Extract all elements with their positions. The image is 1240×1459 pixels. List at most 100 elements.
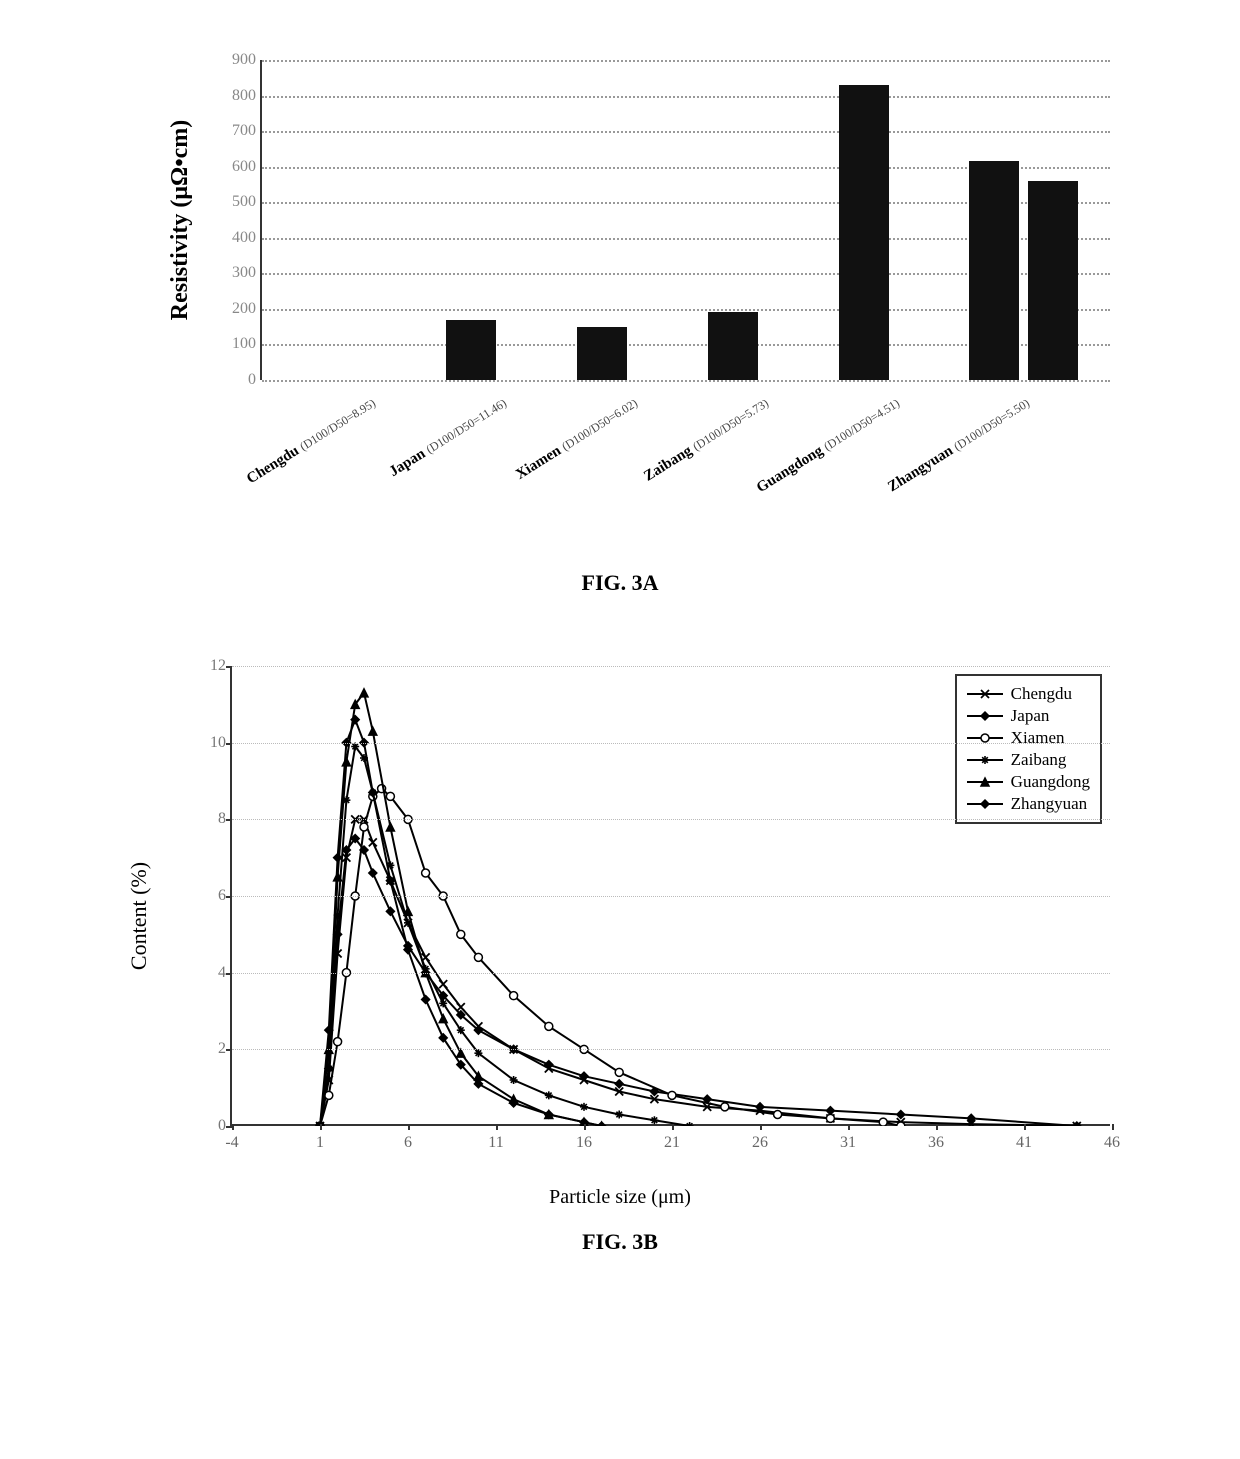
legend-row-xiamen: Xiamen — [967, 728, 1090, 748]
series-marker-guangdong — [342, 758, 350, 766]
bar-ytick: 800 — [214, 87, 256, 105]
series-marker-zaibang — [615, 1111, 623, 1119]
line-xtick: 36 — [928, 1134, 944, 1152]
bar-chart: Resistivity (μΩ•cm) 01002003004005006007… — [40, 60, 1200, 596]
series-marker-zhangyuan — [422, 996, 430, 1004]
series-marker-japan — [897, 1111, 905, 1119]
bar-gridline — [262, 380, 1110, 382]
series-marker-xiamen — [774, 1111, 782, 1119]
series-marker-xiamen — [422, 869, 430, 877]
bar-xiamen — [577, 327, 627, 380]
series-marker-xiamen — [457, 930, 465, 938]
bar-chart-area: Resistivity (μΩ•cm) 01002003004005006007… — [210, 60, 1110, 380]
series-marker-guangdong — [439, 1015, 447, 1023]
legend-label: Japan — [1011, 706, 1050, 726]
bar-extra — [1028, 181, 1078, 380]
series-marker-xiamen — [826, 1114, 834, 1122]
bar-ytick: 600 — [214, 158, 256, 176]
line-caption: FIG. 3B — [40, 1229, 1200, 1255]
bar-ytick: 100 — [214, 335, 256, 353]
line-xtick: 46 — [1104, 1134, 1120, 1152]
series-marker-japan — [826, 1107, 834, 1115]
line-ytick: 12 — [192, 657, 226, 675]
bar-plot: 0100200300400500600700800900Chengdu (D10… — [260, 60, 1110, 380]
line-xtick: 21 — [664, 1134, 680, 1152]
series-marker-xiamen — [879, 1118, 887, 1126]
bar-japan — [446, 320, 496, 380]
bar-guangdong — [839, 85, 889, 380]
legend-row-guangdong: Guangdong — [967, 772, 1090, 792]
legend: ChengduJapanXiamenZaibangGuangdongZhangy… — [955, 674, 1102, 824]
line-ytick: 4 — [192, 964, 226, 982]
line-xtick: 16 — [576, 1134, 592, 1152]
legend-swatch — [967, 796, 1003, 812]
line-ytick: 8 — [192, 810, 226, 828]
line-ytick: 2 — [192, 1040, 226, 1058]
series-marker-guangdong — [457, 1049, 465, 1057]
legend-swatch — [967, 774, 1003, 790]
series-marker-zhangyuan — [598, 1122, 606, 1126]
line-hgrid — [232, 973, 1110, 974]
line-chart: Content (%) ChengduJapanXiamenZaibangGua… — [40, 656, 1200, 1255]
line-xtick: 1 — [316, 1134, 324, 1152]
bar-ytick: 400 — [214, 229, 256, 247]
legend-swatch — [967, 708, 1003, 724]
line-xtick: 41 — [1016, 1134, 1032, 1152]
series-marker-japan — [615, 1080, 623, 1088]
bar-ytick: 300 — [214, 264, 256, 282]
line-ytick: 0 — [192, 1117, 226, 1135]
series-marker-zaibang — [351, 743, 359, 751]
legend-row-chengdu: Chengdu — [967, 684, 1090, 704]
series-marker-japan — [369, 869, 377, 877]
series-marker-japan — [386, 907, 394, 915]
bar-ytick: 200 — [214, 300, 256, 318]
bar-gridline — [262, 96, 1110, 98]
bar-ytick: 500 — [214, 193, 256, 211]
legend-row-japan: Japan — [967, 706, 1090, 726]
legend-row-zaibang: Zaibang — [967, 750, 1090, 770]
series-marker-xiamen — [668, 1091, 676, 1099]
series-marker-xiamen — [615, 1068, 623, 1076]
legend-label: Zhangyuan — [1011, 794, 1087, 814]
bar-caption: FIG. 3A — [40, 570, 1200, 596]
series-marker-xiamen — [721, 1103, 729, 1111]
line-hgrid — [232, 896, 1110, 897]
series-marker-xiamen — [510, 992, 518, 1000]
legend-label: Guangdong — [1011, 772, 1090, 792]
bar-y-label: Resistivity (μΩ•cm) — [167, 120, 194, 321]
series-marker-xiamen — [334, 1038, 342, 1046]
line-y-label: Content (%) — [126, 862, 152, 970]
series-marker-zaibang — [545, 1091, 553, 1099]
legend-swatch — [967, 686, 1003, 702]
line-hgrid — [232, 1049, 1110, 1050]
line-chart-area: Content (%) ChengduJapanXiamenZaibangGua… — [180, 656, 1140, 1176]
series-marker-xiamen — [360, 823, 368, 831]
bar-ytick: 900 — [214, 51, 256, 69]
bar-zhangyuan — [969, 161, 1019, 380]
series-marker-guangdong — [386, 823, 394, 831]
series-marker-xiamen — [545, 1022, 553, 1030]
series-marker-xiamen — [897, 1122, 905, 1126]
series-marker-zaibang — [650, 1116, 658, 1124]
line-ytick: 6 — [192, 887, 226, 905]
line-xtick: 26 — [752, 1134, 768, 1152]
series-marker-guangdong — [404, 907, 412, 915]
series-marker-guangdong — [360, 689, 368, 697]
series-line-xiamen — [320, 789, 901, 1126]
series-marker-chengdu — [369, 838, 377, 846]
line-hgrid — [232, 743, 1110, 744]
series-marker-xiamen — [386, 792, 394, 800]
bar-ytick: 700 — [214, 122, 256, 140]
line-xtick: 11 — [488, 1134, 503, 1152]
legend-row-zhangyuan: Zhangyuan — [967, 794, 1090, 814]
line-plot: ChengduJapanXiamenZaibangGuangdongZhangy… — [230, 666, 1110, 1126]
line-xtick: 6 — [404, 1134, 412, 1152]
series-marker-zhangyuan — [334, 854, 342, 862]
bar-ytick: 0 — [214, 371, 256, 389]
series-marker-zaibang — [580, 1103, 588, 1111]
series-marker-chengdu — [439, 980, 447, 988]
line-xtick: -4 — [225, 1134, 238, 1152]
series-marker-xiamen — [474, 953, 482, 961]
legend-label: Chengdu — [1011, 684, 1072, 704]
bar-zaibang — [708, 312, 758, 380]
